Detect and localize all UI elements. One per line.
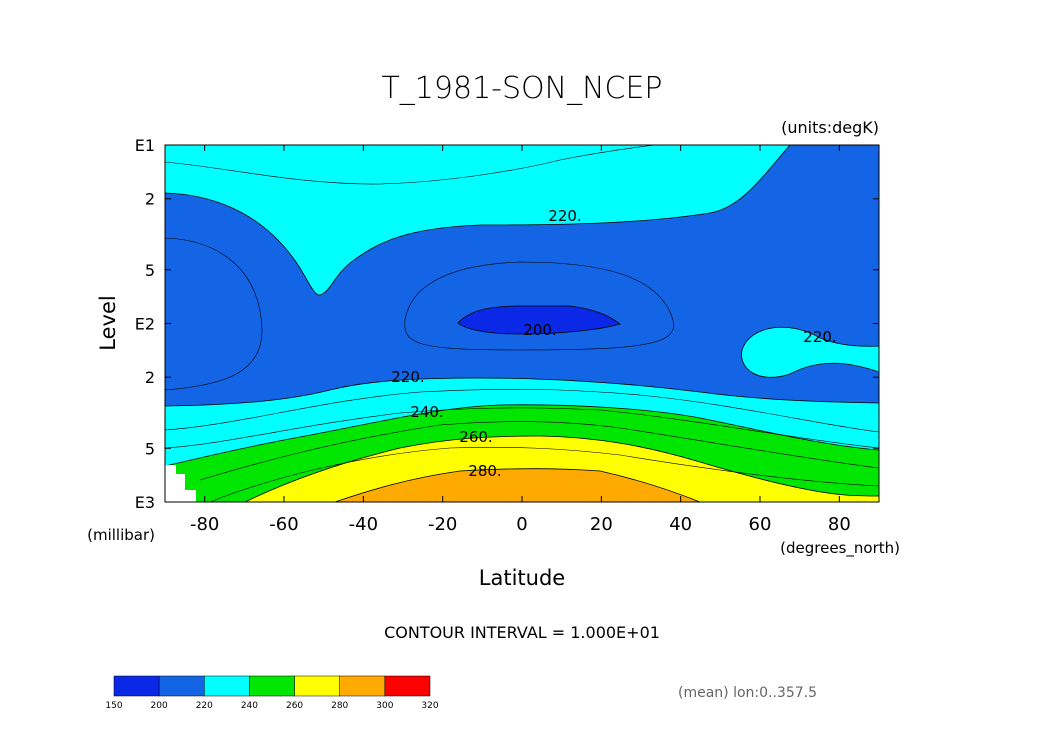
y-tick-label: 2 <box>145 190 155 209</box>
contour-line <box>404 261 675 351</box>
y-tick-label: E3 <box>135 493 155 512</box>
contour-interval: CONTOUR INTERVAL = 1.000E+01 <box>384 623 660 642</box>
contour-region <box>741 326 879 378</box>
colorbar-swatch <box>113 675 160 697</box>
chart-title: T_1981-SON_NCEP <box>381 71 662 106</box>
contour-line <box>165 389 879 433</box>
colorbar-label: 240 <box>241 701 258 711</box>
contour-label: 220. <box>803 328 836 346</box>
y-units: (millibar) <box>87 526 155 544</box>
contour-label: 260. <box>459 428 492 446</box>
contour-line <box>165 237 263 391</box>
contour-line <box>165 407 879 449</box>
colorbar-swatch <box>294 675 340 697</box>
x-units: (degrees_north) <box>780 539 900 558</box>
units-label: (units:degK) <box>781 118 879 137</box>
x-tick-label: 80 <box>828 514 851 535</box>
colorbar-swatch <box>339 675 386 697</box>
mean-note: (mean) lon:0..357.5 <box>678 685 817 701</box>
contour-label: 220. <box>391 368 424 386</box>
x-axis-label: Latitude <box>479 566 565 590</box>
contour-region <box>165 145 879 407</box>
contour-line <box>199 421 879 481</box>
contour-label: 280. <box>468 462 501 480</box>
colorbar-label: 220 <box>196 701 213 711</box>
y-tick-label: E2 <box>135 315 155 334</box>
colorbar-swatch <box>249 675 295 697</box>
contour-label: 240. <box>410 403 443 421</box>
x-tick-label: 20 <box>590 514 613 535</box>
colorbar-swatch <box>158 675 205 697</box>
x-tick-label: -20 <box>428 514 457 535</box>
x-tick-label: 60 <box>749 514 772 535</box>
colorbar-label: 300 <box>376 701 393 711</box>
contour-fill <box>165 145 879 502</box>
x-tick-label: -80 <box>190 514 219 535</box>
colorbar-label: 280 <box>331 701 348 711</box>
y-tick-label: E1 <box>135 136 155 155</box>
colorbar-label: 150 <box>105 701 122 711</box>
contour-line <box>209 446 879 502</box>
colorbar-swatch <box>204 675 250 697</box>
contour-label: 200. <box>523 321 556 339</box>
colorbar-label: 320 <box>421 701 438 711</box>
contour-region <box>457 305 621 335</box>
y-tick-label: 5 <box>145 261 155 280</box>
x-tick-label: 0 <box>516 514 527 535</box>
colorbar-label: 200 <box>151 701 168 711</box>
contour-line <box>165 145 656 185</box>
y-tick-label: 2 <box>145 368 155 387</box>
contour-region <box>334 468 701 502</box>
x-tick-label: -60 <box>269 514 298 535</box>
contour-label: 220. <box>548 207 581 225</box>
missing-data <box>165 465 196 502</box>
x-tick-label: -40 <box>349 514 378 535</box>
y-tick-label: 5 <box>145 439 155 458</box>
x-tick-label: 40 <box>669 514 692 535</box>
colorbar-label: 260 <box>286 701 303 711</box>
colorbar-swatch <box>384 675 431 697</box>
y-axis-label: Level <box>96 295 120 350</box>
